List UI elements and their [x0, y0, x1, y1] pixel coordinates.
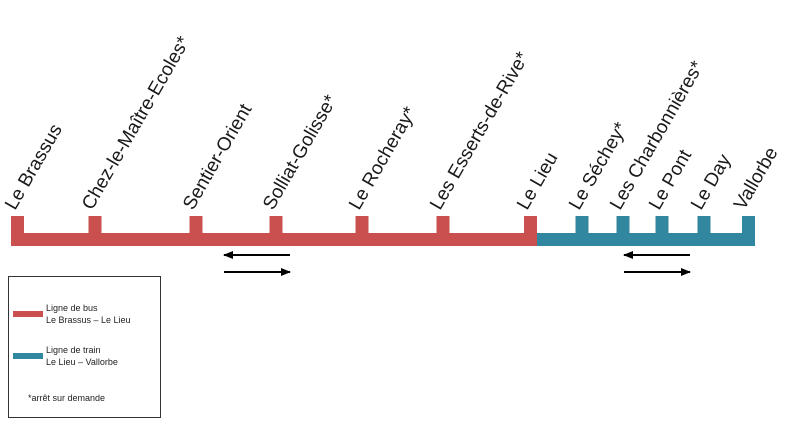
- legend: Ligne de bus Le Brassus – Le Lieu Ligne …: [8, 276, 161, 418]
- legend-bus-route: Le Brassus – Le Lieu: [46, 315, 131, 325]
- stop-tick: [189, 216, 203, 234]
- stop-label: Le Rocheray*: [345, 103, 421, 214]
- stop-tick: [616, 216, 630, 234]
- stop-label: Le Day: [687, 150, 736, 213]
- stop-label: Vallorbe: [730, 144, 782, 214]
- legend-train-route: Le Lieu – Vallorbe: [46, 357, 118, 367]
- route-lines: [11, 233, 755, 246]
- stop-label: Chez-le-Maître-Ecoles*: [78, 32, 195, 213]
- stop-ticks: [11, 216, 755, 234]
- stop-label: Les Esserts-de-Rive*: [426, 48, 534, 214]
- bus-line-bar: [11, 233, 537, 246]
- stop-tick: [269, 216, 283, 234]
- train-swatch: [13, 353, 43, 359]
- stop-tick: [742, 216, 755, 234]
- stop-tick: [11, 216, 24, 234]
- direction-arrows: [223, 251, 691, 276]
- legend-bus-text: Ligne de bus Le Brassus – Le Lieu: [46, 302, 131, 326]
- stop-tick: [355, 216, 369, 234]
- bus-swatch: [13, 311, 43, 317]
- stop-tick: [88, 216, 102, 234]
- stop-label: Solliat-Golisse*: [259, 91, 342, 214]
- train-line-bar: [537, 233, 755, 246]
- stop-tick: [436, 216, 450, 234]
- stop-tick: [524, 216, 537, 234]
- stop-labels: Le Brassus Chez-le-Maître-Ecoles*Sentier-…: [1, 32, 782, 213]
- stop-tick: [575, 216, 589, 234]
- stop-label: Le Brassus: [1, 121, 67, 214]
- stop-tick: [655, 216, 669, 234]
- stop-label: Le Lieu: [513, 149, 562, 213]
- legend-note: *arrêt sur demande: [28, 393, 106, 403]
- legend-bus-title: Ligne de bus: [46, 303, 98, 313]
- legend-train-text: Ligne de train Le Lieu – Vallorbe: [46, 344, 118, 368]
- stop-tick: [697, 216, 711, 234]
- stop-label: Sentier-Orient: [179, 100, 257, 214]
- legend-train-title: Ligne de train: [46, 345, 101, 355]
